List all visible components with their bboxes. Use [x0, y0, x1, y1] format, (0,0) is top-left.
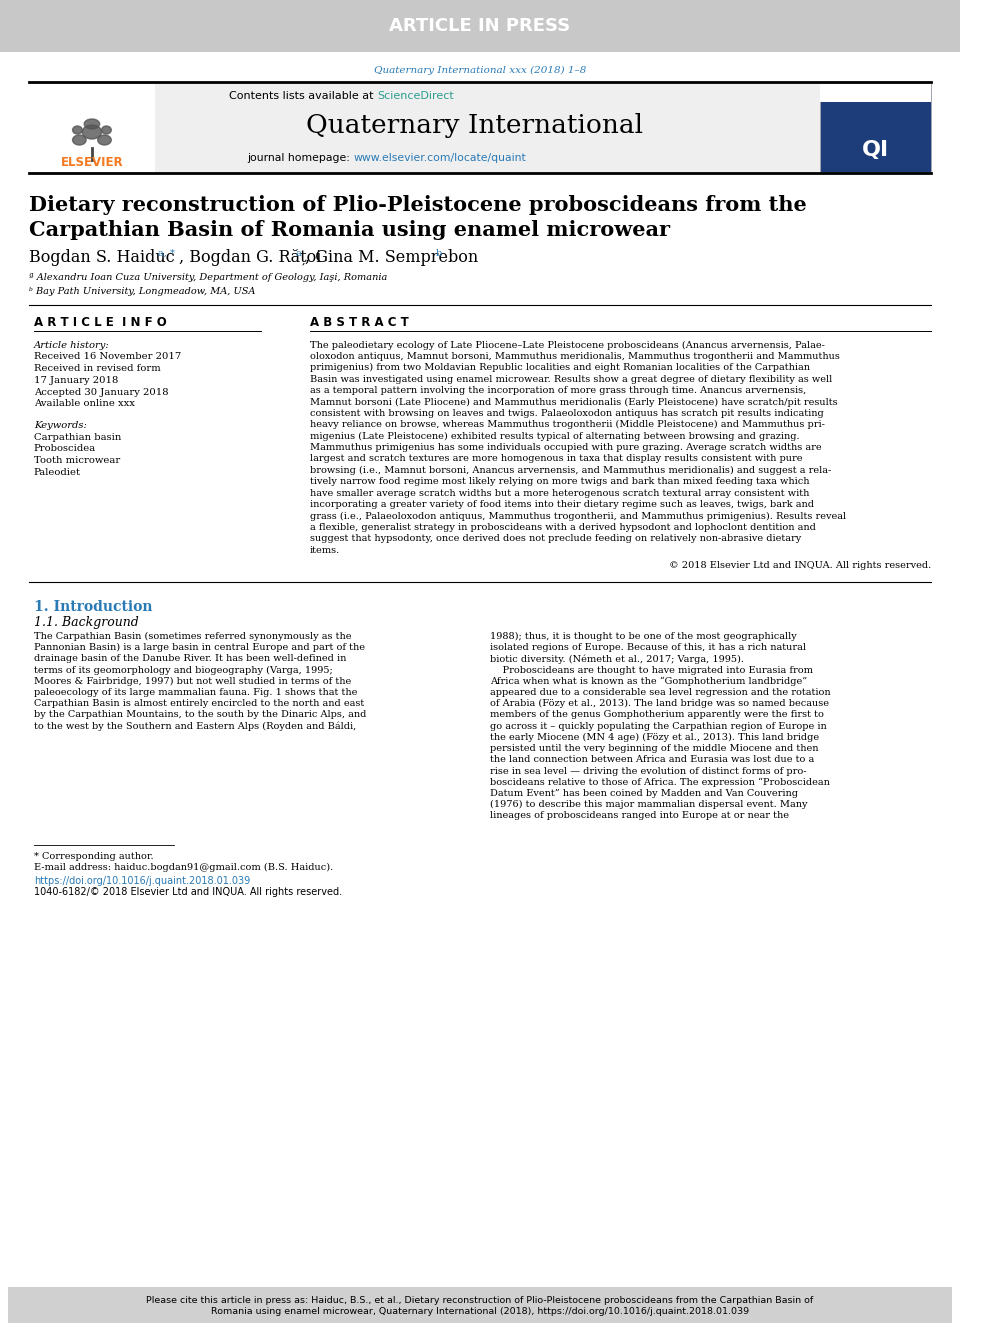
Text: have smaller average scratch widths but a more heterogenous scratch textural arr: have smaller average scratch widths but …	[310, 488, 809, 497]
Text: Quaternary International: Quaternary International	[306, 114, 643, 139]
Text: Proboscideans are thought to have migrated into Eurasia from: Proboscideans are thought to have migrat…	[490, 665, 812, 675]
Text: A B S T R A C T: A B S T R A C T	[310, 316, 409, 329]
FancyBboxPatch shape	[0, 0, 960, 52]
Text: go across it – quickly populating the Carpathian region of Europe in: go across it – quickly populating the Ca…	[490, 722, 826, 730]
Text: largest and scratch textures are more homogenous in taxa that display results co: largest and scratch textures are more ho…	[310, 455, 803, 463]
Text: 1040-6182/© 2018 Elsevier Ltd and INQUA. All rights reserved.: 1040-6182/© 2018 Elsevier Ltd and INQUA.…	[34, 886, 342, 897]
Text: journal homepage:: journal homepage:	[247, 153, 353, 163]
Text: consistent with browsing on leaves and twigs. Palaeoloxodon antiquus has scratch: consistent with browsing on leaves and t…	[310, 409, 823, 418]
Text: Keywords:: Keywords:	[34, 421, 86, 430]
Text: heavy reliance on browse, whereas Mammuthus trogontherii (Middle Pleistocene) an: heavy reliance on browse, whereas Mammut…	[310, 421, 824, 430]
Text: E-mail address: haiduc.bogdan91@gmail.com (B.S. Haiduc).: E-mail address: haiduc.bogdan91@gmail.co…	[34, 863, 333, 872]
FancyBboxPatch shape	[29, 83, 155, 172]
Text: Carpathian Basin of Romania using enamel microwear: Carpathian Basin of Romania using enamel…	[29, 220, 670, 239]
Text: Bogdan S. Haiduc: Bogdan S. Haiduc	[29, 250, 175, 266]
Text: migenius (Late Pleistocene) exhibited results typical of alternating between bro: migenius (Late Pleistocene) exhibited re…	[310, 431, 800, 441]
Text: the land connection between Africa and Eurasia was lost due to a: the land connection between Africa and E…	[490, 755, 813, 765]
Text: * Corresponding author.: * Corresponding author.	[34, 852, 154, 860]
Text: primigenius) from two Moldavian Republic localities and eight Romanian localitie: primigenius) from two Moldavian Republic…	[310, 364, 809, 372]
Text: Available online xxx: Available online xxx	[34, 400, 135, 409]
Text: rise in sea level — driving the evolution of distinct forms of pro-: rise in sea level — driving the evolutio…	[490, 766, 806, 775]
Text: members of the genus Gomphotherium apparently were the first to: members of the genus Gomphotherium appar…	[490, 710, 823, 720]
Text: (1976) to describe this major mammalian dispersal event. Many: (1976) to describe this major mammalian …	[490, 800, 807, 810]
Ellipse shape	[98, 135, 111, 146]
Text: Moores & Fairbridge, 1997) but not well studied in terms of the: Moores & Fairbridge, 1997) but not well …	[34, 677, 351, 685]
Text: terms of its geomorphology and biogeography (Varga, 1995;: terms of its geomorphology and biogeogra…	[34, 665, 332, 675]
Text: , Bogdan G. Rățoi: , Bogdan G. Rățoi	[179, 250, 321, 266]
Text: Basin was investigated using enamel microwear. Results show a great degree of di: Basin was investigated using enamel micr…	[310, 374, 832, 384]
Text: Paleodiet: Paleodiet	[34, 468, 81, 476]
Text: https://doi.org/10.1016/j.quaint.2018.01.039: https://doi.org/10.1016/j.quaint.2018.01…	[34, 876, 250, 886]
Text: Received in revised form: Received in revised form	[34, 364, 161, 373]
Text: Accepted 30 January 2018: Accepted 30 January 2018	[34, 388, 169, 397]
Text: ARTICLE IN PRESS: ARTICLE IN PRESS	[389, 17, 570, 34]
Text: Contents lists available at: Contents lists available at	[229, 91, 377, 101]
Text: to the west by the Southern and Eastern Alps (Royden and Báldi,: to the west by the Southern and Eastern …	[34, 721, 356, 730]
Text: biotic diversity. (Németh et al., 2017; Varga, 1995).: biotic diversity. (Németh et al., 2017; …	[490, 655, 744, 664]
Text: ᵇ Bay Path University, Longmeadow, MA, USA: ᵇ Bay Path University, Longmeadow, MA, U…	[29, 287, 255, 295]
Text: ScienceDirect: ScienceDirect	[377, 91, 454, 101]
Text: Received 16 November 2017: Received 16 November 2017	[34, 352, 182, 361]
Text: a flexible, generalist strategy in proboscideans with a derived hypsodont and lo: a flexible, generalist strategy in probo…	[310, 523, 815, 532]
Text: as a temporal pattern involving the incorporation of more grass through time. An: as a temporal pattern involving the inco…	[310, 386, 806, 396]
Ellipse shape	[82, 124, 101, 139]
Text: Mamnut borsoni (Late Pliocene) and Mammuthus meridionalis (Early Pleistocene) ha: Mamnut borsoni (Late Pliocene) and Mammu…	[310, 397, 837, 406]
Text: 17 January 2018: 17 January 2018	[34, 376, 118, 385]
Text: tively narrow food regime most likely relying on more twigs and bark than mixed : tively narrow food regime most likely re…	[310, 478, 809, 487]
Text: The Carpathian Basin (sometimes referred synonymously as the: The Carpathian Basin (sometimes referred…	[34, 632, 351, 642]
Text: Dietary reconstruction of Plio-Pleistocene proboscideans from the: Dietary reconstruction of Plio-Pleistoce…	[29, 194, 806, 216]
FancyBboxPatch shape	[29, 83, 930, 172]
Text: Article history:: Article history:	[34, 340, 109, 349]
Text: oloxodon antiquus, Mamnut borsoni, Mammuthus meridionalis, Mammuthus trogontheri: oloxodon antiquus, Mamnut borsoni, Mammu…	[310, 352, 839, 361]
Text: ª Alexandru Ioan Cuza University, Department of Geology, Iaşi, Romania: ª Alexandru Ioan Cuza University, Depart…	[29, 274, 388, 283]
Text: QI: QI	[862, 140, 889, 160]
Text: a, *: a, *	[158, 249, 175, 258]
Text: b: b	[435, 249, 441, 258]
Text: lineages of proboscideans ranged into Europe at or near the: lineages of proboscideans ranged into Eu…	[490, 811, 789, 820]
Ellipse shape	[72, 135, 86, 146]
Text: browsing (i.e., Mamnut borsoni, Anancus arvernensis, and Mammuthus meridionalis): browsing (i.e., Mamnut borsoni, Anancus …	[310, 466, 831, 475]
Text: , Gina M. Semprebon: , Gina M. Semprebon	[305, 250, 478, 266]
Ellipse shape	[84, 119, 99, 130]
Text: Africa when what is known as the “Gomphotherium landbridge”: Africa when what is known as the “Gompho…	[490, 677, 806, 687]
Text: Carpathian basin: Carpathian basin	[34, 433, 121, 442]
Text: incorporating a greater variety of food items into their dietary regime such as : incorporating a greater variety of food …	[310, 500, 813, 509]
Text: Datum Event” has been coined by Madden and Van Couvering: Datum Event” has been coined by Madden a…	[490, 789, 798, 798]
Text: 1988); thus, it is thought to be one of the most geographically: 1988); thus, it is thought to be one of …	[490, 632, 797, 642]
Text: 1.1. Background: 1.1. Background	[34, 617, 139, 630]
Text: © 2018 Elsevier Ltd and INQUA. All rights reserved.: © 2018 Elsevier Ltd and INQUA. All right…	[669, 561, 930, 570]
Text: isolated regions of Europe. Because of this, it has a rich natural: isolated regions of Europe. Because of t…	[490, 643, 806, 652]
Text: 1. Introduction: 1. Introduction	[34, 599, 153, 614]
Text: persisted until the very beginning of the middle Miocene and then: persisted until the very beginning of th…	[490, 744, 818, 753]
Ellipse shape	[101, 126, 111, 134]
Text: Please cite this article in press as: Haiduc, B.S., et al., Dietary reconstructi: Please cite this article in press as: Ha…	[146, 1297, 813, 1315]
Text: by the Carpathian Mountains, to the south by the Dinaric Alps, and: by the Carpathian Mountains, to the sout…	[34, 710, 366, 720]
Text: Carpathian Basin is almost entirely encircled to the north and east: Carpathian Basin is almost entirely enci…	[34, 700, 364, 708]
Text: drainage basin of the Danube River. It has been well-defined in: drainage basin of the Danube River. It h…	[34, 655, 346, 664]
Text: grass (i.e., Palaeoloxodon antiquus, Mammuthus trogontherii, and Mammuthus primi: grass (i.e., Palaeoloxodon antiquus, Mam…	[310, 512, 846, 520]
Text: items.: items.	[310, 545, 340, 554]
Text: a: a	[295, 249, 301, 258]
Text: Proboscidea: Proboscidea	[34, 445, 96, 454]
Text: the early Miocene (MN 4 age) (Fözy et al., 2013). This land bridge: the early Miocene (MN 4 age) (Fözy et al…	[490, 733, 818, 742]
Text: Pannonian Basin) is a large basin in central Europe and part of the: Pannonian Basin) is a large basin in cen…	[34, 643, 365, 652]
Text: ELSEVIER: ELSEVIER	[61, 156, 123, 169]
Text: boscideans relative to those of Africa. The expression “Proboscidean: boscideans relative to those of Africa. …	[490, 778, 829, 787]
Text: Tooth microwear: Tooth microwear	[34, 456, 120, 466]
Text: Mammuthus primigenius has some individuals occupied with pure grazing. Average s: Mammuthus primigenius has some individua…	[310, 443, 821, 452]
Text: www.elsevier.com/locate/quaint: www.elsevier.com/locate/quaint	[353, 153, 526, 163]
Text: A R T I C L E  I N F O: A R T I C L E I N F O	[34, 316, 167, 329]
Text: of Arabia (Fözy et al., 2013). The land bridge was so named because: of Arabia (Fözy et al., 2013). The land …	[490, 700, 828, 708]
FancyBboxPatch shape	[8, 1287, 952, 1323]
FancyBboxPatch shape	[820, 83, 930, 172]
Text: Quaternary International xxx (2018) 1–8: Quaternary International xxx (2018) 1–8	[374, 65, 586, 74]
Text: paleoecology of its large mammalian fauna. Fig. 1 shows that the: paleoecology of its large mammalian faun…	[34, 688, 357, 697]
FancyBboxPatch shape	[820, 83, 930, 102]
Ellipse shape	[72, 126, 82, 134]
Text: suggest that hypsodonty, once derived does not preclude feeding on relatively no: suggest that hypsodonty, once derived do…	[310, 534, 801, 544]
Text: The paleodietary ecology of Late Pliocene–Late Pleistocene proboscideans (Anancu: The paleodietary ecology of Late Pliocen…	[310, 340, 824, 349]
Text: appeared due to a considerable sea level regression and the rotation: appeared due to a considerable sea level…	[490, 688, 830, 697]
